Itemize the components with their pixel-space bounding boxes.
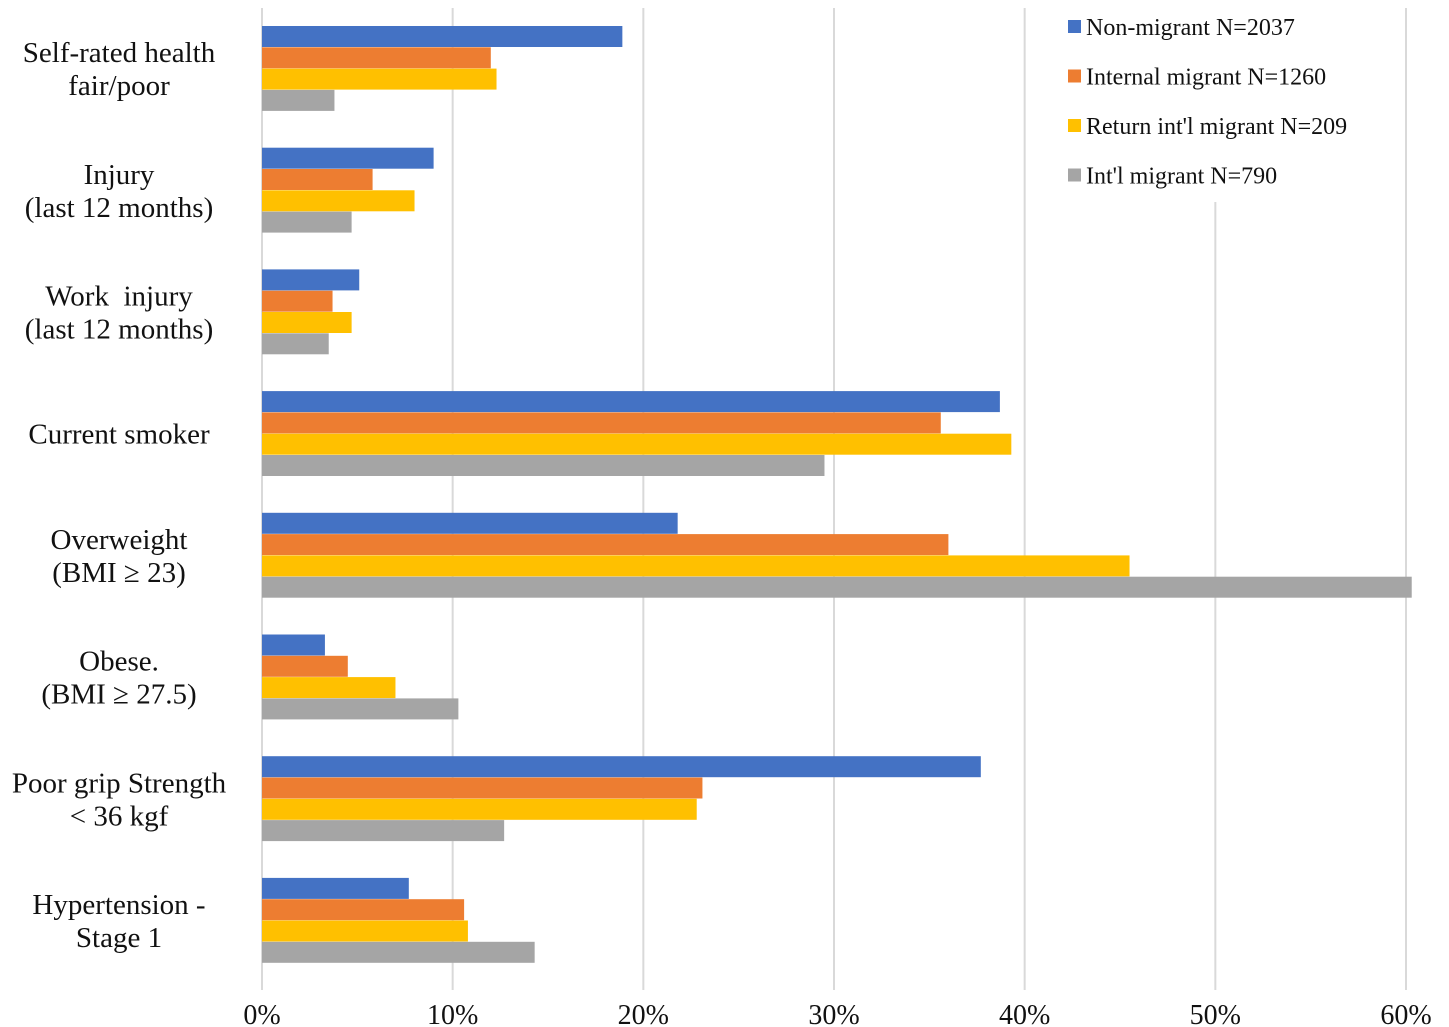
bar (262, 798, 697, 820)
category-label: Stage 1 (76, 922, 162, 954)
category-label: fair/poor (68, 70, 170, 102)
bar (262, 534, 949, 556)
bar (262, 190, 415, 212)
category-label: Obese. (79, 646, 159, 678)
category-label: Overweight (51, 524, 188, 556)
bar (262, 26, 623, 47)
legend-background (1058, 6, 1363, 202)
bar (262, 147, 434, 169)
bar (262, 576, 1412, 598)
legend-swatch (1068, 119, 1081, 132)
bar (262, 290, 333, 312)
category-label: (last 12 months) (25, 192, 214, 224)
legend-swatch (1068, 168, 1081, 182)
bar (262, 634, 325, 656)
bar (262, 941, 535, 963)
bar (262, 89, 335, 111)
x-tick-label: 0% (243, 1000, 280, 1027)
category-label: Current smoker (28, 419, 210, 451)
bar (262, 391, 1000, 413)
bar (262, 333, 329, 355)
x-tick-label: 50% (1190, 1000, 1241, 1027)
category-label: (BMI ≥ 23) (52, 557, 186, 589)
bar (262, 169, 373, 190)
category-label: < 36 kgf (70, 800, 169, 832)
legend-label: Non-migrant N=2037 (1086, 15, 1295, 41)
category-label: Work injury (45, 281, 193, 313)
legend: Non-migrant N=2037 Internal migrant N=126… (1068, 15, 1347, 190)
category-label: Self-rated health (23, 37, 216, 69)
bar (262, 777, 703, 799)
bar (262, 68, 497, 90)
bar (262, 899, 465, 921)
x-tick-label: 40% (999, 1000, 1050, 1027)
bar (262, 677, 396, 699)
bar (262, 655, 348, 677)
bar (262, 47, 491, 69)
bar (262, 512, 678, 534)
bars (262, 26, 1412, 963)
category-label: Hypertension - (32, 889, 205, 921)
x-tick-label: 10% (427, 1000, 478, 1027)
x-tick-label: 60% (1380, 1000, 1431, 1027)
bar (262, 433, 1012, 455)
x-tick-labels: 0% 10% 20% 30% 40% 50% 60% (243, 1000, 1431, 1027)
category-label: Poor grip Strength (12, 767, 227, 799)
category-label: (BMI ≥ 27.5) (41, 679, 196, 711)
bar (262, 920, 468, 942)
legend-label: Int'l migrant N=790 (1086, 164, 1277, 190)
bar (262, 820, 505, 842)
x-tick-label: 30% (808, 1000, 859, 1027)
category-label: (last 12 months) (25, 314, 214, 346)
category-label: Injury (84, 159, 155, 191)
bar (262, 877, 409, 899)
bar (262, 756, 981, 778)
bar (262, 555, 1130, 577)
bar (262, 211, 352, 233)
legend-swatch (1068, 20, 1081, 33)
bar (262, 455, 825, 476)
bar (262, 412, 941, 434)
x-tick-label: 20% (618, 1000, 669, 1027)
legend-label: Internal migrant N=1260 (1086, 65, 1326, 91)
bar (262, 698, 459, 720)
legend-label: Return int'l migrant N=209 (1086, 114, 1347, 140)
legend-swatch (1068, 69, 1081, 83)
bar (262, 312, 352, 333)
bar (262, 269, 360, 291)
